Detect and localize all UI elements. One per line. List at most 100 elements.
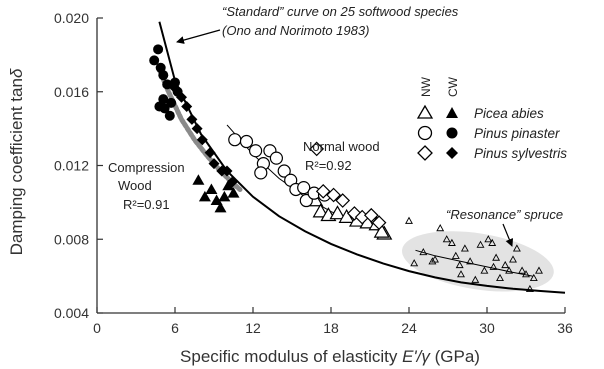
standard-curve-annotation-line2: (Ono and Norimoto 1983) [222,23,369,38]
resonance-spruce-nw-point [476,240,485,248]
legend-circle-open-icon [417,125,433,141]
pinus-pinaster-nw-point [239,134,254,149]
y-axis-title-variable: δ [7,68,26,78]
resonance-spruce-nw-point [410,259,419,267]
compression-wood-label-line1: Compression [108,160,185,175]
normal-wood-r2: R²=0.92 [305,158,352,173]
legend-circle-filled-icon [446,127,458,139]
pinus-sylvestris-cw-point [226,176,238,188]
resonance-spruce-nw-point [419,248,428,256]
resonance-spruce-nw-point [522,270,530,278]
y-tick-label: 0.004 [54,305,89,321]
pinus-sylvestris-nw-point [371,215,387,231]
resonance-spruce-label: “Resonance” spruce [446,207,563,222]
y-tick-label: 0.020 [54,10,89,26]
x-tick-label: 18 [323,320,339,336]
y-tick-label: 0.008 [54,231,89,247]
resonance-spruce-nw-point [496,273,504,281]
resonance-arrow [502,223,514,247]
standard-curve-annotation-line1: “Standard” curve on 25 softwood species [222,4,459,19]
pinus-sylvestris-cw-point [176,91,187,103]
picea-abies-nw-point [373,223,390,238]
picea-abies-cw-point [205,183,218,194]
pinus-pinaster-cw-point [159,103,170,114]
resonance-spruce-nw-point [512,244,521,252]
x-axis-title-prefix: Specific modulus of elasticity [180,347,402,366]
x-axis-title: Specific modulus of elasticity E'/γ (GPa… [180,347,480,366]
pinus-sylvestris-nw-point [326,187,341,203]
resonance-spruce-nw-point [428,257,437,265]
pinus-sylvestris-nw-point [315,183,331,199]
picea-abies-cw-point [198,190,211,202]
y-tick-label: 0.012 [54,158,89,174]
legend-diamond-filled-icon [446,147,458,159]
x-axis-title-variable: E'/γ [402,347,431,366]
resonance-spruce-nw-point [455,260,464,269]
resonance-spruce-nw-point [505,266,514,274]
pinus-sylvestris-nw-point [363,207,379,223]
x-tick-label: 6 [171,320,179,336]
x-tick-label: 30 [479,320,495,336]
y-axis-title-prefix: Damping coefficient tan [7,78,26,255]
pinus-sylvestris-cw-point [169,82,181,94]
x-tick-label: 12 [245,320,261,336]
pinus-pinaster-cw-point [158,94,169,105]
legend-cw-header: CW [446,76,460,97]
x-tick-label: 0 [93,320,101,336]
resonance-spruce-nw-point [509,255,517,263]
legend-label-picea-abies: Picea abies [474,106,544,121]
picea-abies-cw-point [214,201,227,213]
pinus-sylvestris-cw-point [181,101,193,112]
standard-curve [158,21,566,294]
pinus-sylvestris-cw-point [208,158,220,170]
legend-triangle-open-icon [416,104,434,119]
resonance-spruce-nw-point [484,235,493,243]
x-tick-label: 24 [401,320,417,336]
resonance-spruce-nw-point [460,244,469,252]
resonance-spruce-nw-point [436,224,445,232]
resonance-spruce-nw-point [405,216,413,224]
resonance-spruce-nw-point [488,238,497,246]
pinus-pinaster-nw-point [277,164,291,178]
pinus-pinaster-nw-point [269,151,283,165]
x-axis-title-unit: (GPa) [430,347,480,366]
resonance-spruce-nw-point [480,266,489,274]
resonance-spruce-nw-point [501,260,510,269]
resonance-band [402,231,554,292]
legend-diamond-open-icon [417,145,433,161]
resonance-spruce-nw-point [529,273,538,281]
resonance-spruce-nw-point [447,238,456,246]
normal-wood-label: Normal wood [303,139,380,154]
plot-area: 0 6 12 18 24 30 36 0.004 0.008 0.012 0.016 0.020 [54,10,573,336]
legend: NW CW Picea abies Pinus pinaster Pinus s… [416,76,567,161]
pinus-sylvestris-cw-point [204,147,216,159]
resonance-spruce-nw-point [471,275,480,283]
pinus-pinaster-nw-point [228,133,242,147]
resonance-spruce-nw-point [492,253,501,261]
compression-wood-label-line2: Wood [118,178,152,193]
picea-abies-cw-point [222,179,235,191]
pinus-pinaster-cw-point [153,44,164,55]
y-tick-label: 0.016 [54,84,89,100]
resonance-spruce-nw-point [525,284,534,293]
pinus-pinaster-cw-point [158,70,169,81]
pinus-pinaster-nw-point [254,166,268,180]
picea-abies-cw-point [218,190,231,202]
compression-wood-r2: R²=0.91 [123,197,170,212]
pinus-sylvestris-cw-point [186,113,198,125]
pinus-sylvestris-nw-point [335,193,351,208]
resonance-spruce-nw-point [451,251,460,259]
picea-abies-nw-point [329,205,346,220]
legend-nw-header: NW [419,76,433,97]
pinus-pinaster-cw-point [164,110,175,121]
x-tick-label: 36 [557,320,573,336]
pinus-pinaster-cw-point [170,77,180,88]
y-axis-title: Damping coefficient tanδ [7,68,26,255]
resonance-spruce-nw-point [457,270,465,278]
resonance-spruce-nw-point [466,257,475,265]
picea-abies-cw-point [210,194,223,206]
standard-curve-arrow [176,29,221,44]
pinus-pinaster-nw-point [249,144,263,158]
resonance-spruce-nw-point [535,266,543,274]
